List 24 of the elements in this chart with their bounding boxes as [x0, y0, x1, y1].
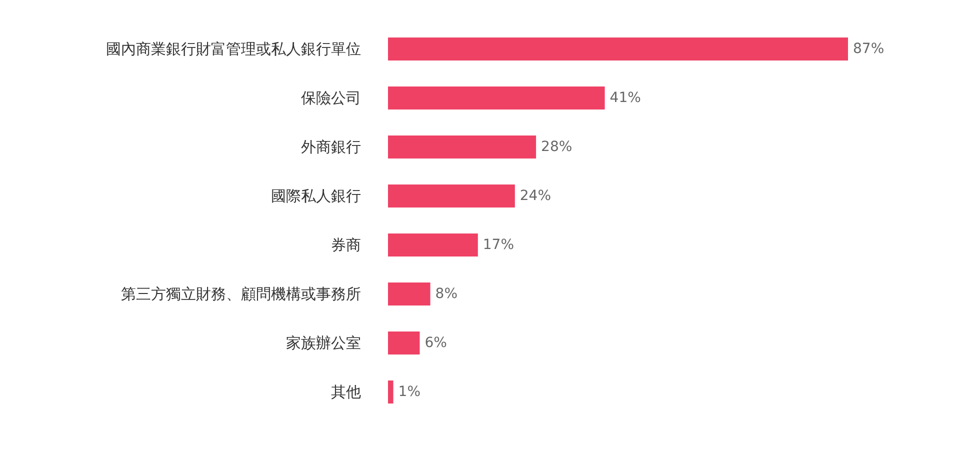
y-tick-label: 國內商業銀行財富管理或私人銀行單位 — [106, 40, 361, 58]
data-label: 24% — [520, 188, 552, 204]
bar — [388, 38, 848, 60]
bar — [388, 184, 515, 208]
data-label: 6% — [424, 335, 447, 351]
bar — [388, 86, 605, 110]
y-tick-label: 其他 — [331, 383, 361, 401]
y-tick-label: 國際私人銀行 — [271, 187, 361, 205]
data-label: 28% — [541, 139, 572, 155]
data-label: 1% — [398, 384, 421, 400]
y-tick-label: 第三方獨立財務、顧問機構或事務所 — [121, 285, 361, 303]
bar — [388, 282, 430, 306]
bar — [388, 332, 420, 354]
y-tick-label: 外商銀行 — [301, 138, 361, 156]
bar — [388, 234, 478, 256]
data-label: 8% — [435, 286, 458, 302]
y-tick-label: 家族辦公室 — [286, 334, 361, 352]
bar — [388, 136, 536, 158]
y-tick-label: 保險公司 — [301, 89, 361, 107]
y-tick-label: 券商 — [331, 236, 361, 254]
data-label: 17% — [482, 237, 514, 253]
data-label: 41% — [610, 90, 641, 106]
bar — [388, 380, 394, 404]
data-label: 87% — [853, 41, 884, 57]
